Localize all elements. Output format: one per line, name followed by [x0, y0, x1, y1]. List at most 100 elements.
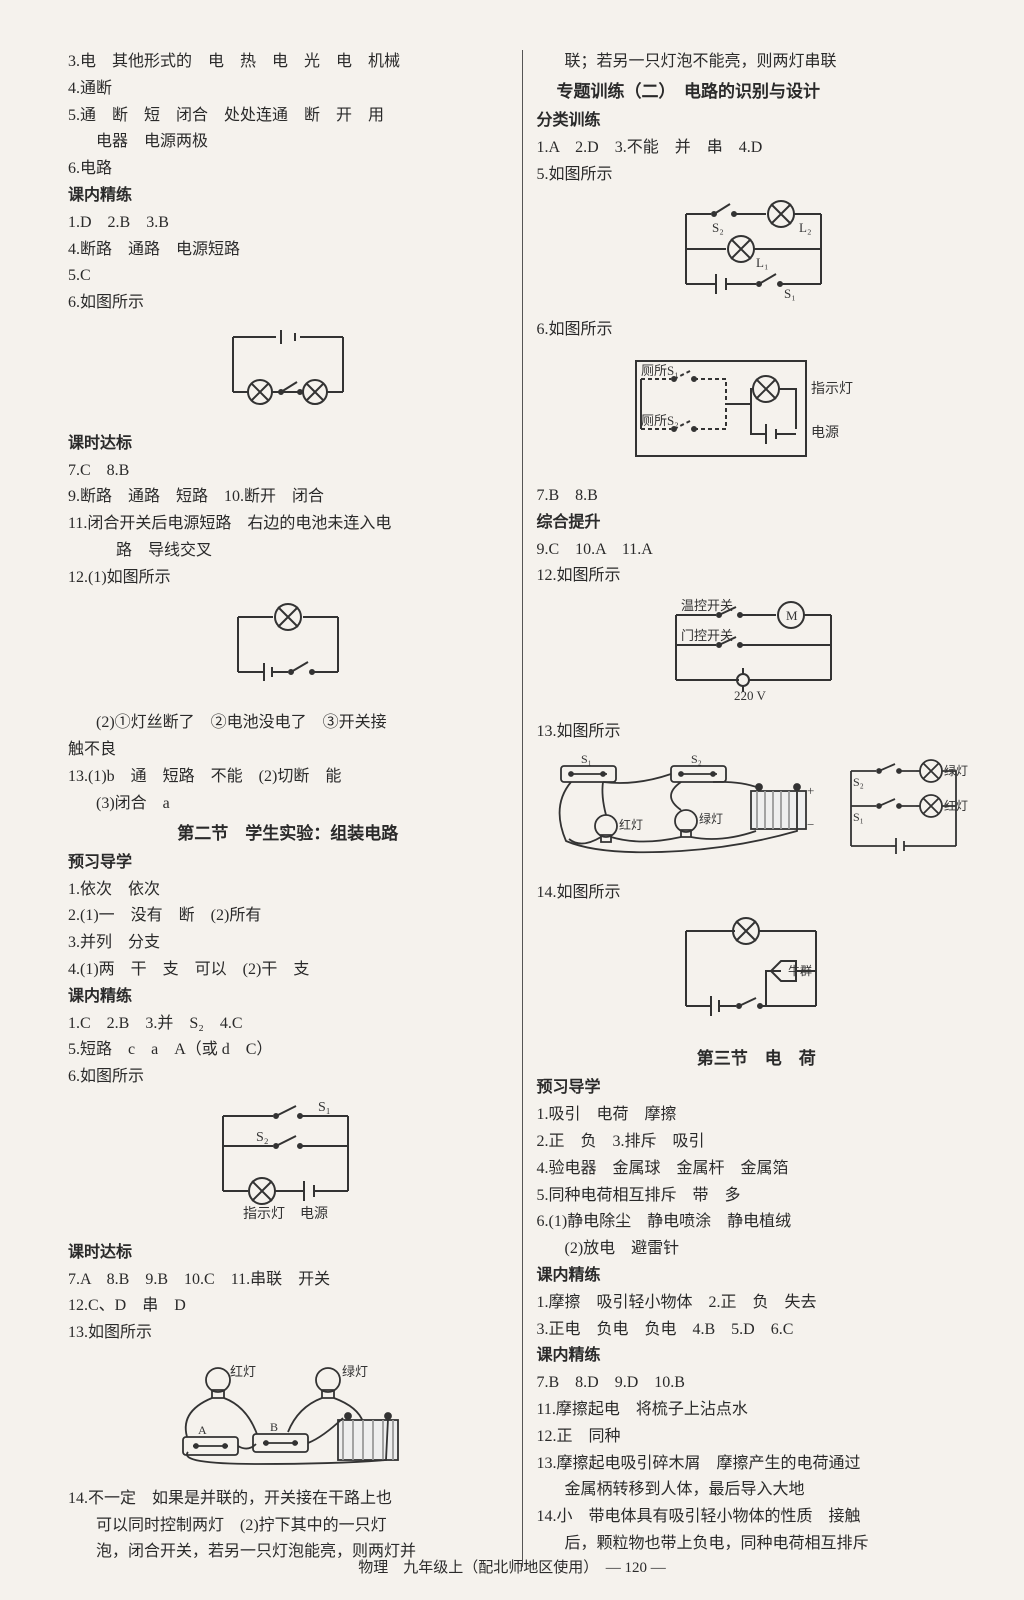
page-content: 3.电 其他形式的 电 热 电 光 电 机械 4.通断 5.通 断 短 闭合 处… — [60, 50, 984, 1567]
text-line: 1.C 2.B 3.并 S₂ 4.C — [68, 1012, 508, 1037]
text-line: 6.如图所示 — [68, 1065, 508, 1090]
text-line: 1.A 2.D 3.不能 并 串 4.D — [537, 136, 977, 161]
text-line: 5.短路 c a A（或 d C） — [68, 1038, 508, 1063]
page-footer: 物理 九年级上（配北师地区使用） — 120 — — [0, 1557, 1024, 1580]
svg-text:指示灯: 指示灯 — [243, 1206, 285, 1222]
heading: 课内精练 — [537, 1264, 977, 1289]
svg-text:厕所S₂: 厕所S₂ — [641, 413, 679, 428]
text-line: 7.A 8.B 9.B 10.C 11.串联 开关 — [68, 1268, 508, 1293]
text-line: 后，颗粒物也带上负电，同种电荷相互排斥 — [537, 1532, 977, 1557]
text-line: 6.电路 — [68, 157, 508, 182]
text-line: 5.通 断 短 闭合 处处连通 断 开 用 — [68, 104, 508, 129]
svg-text:牛群: 牛群 — [788, 963, 812, 978]
text-line: 9.断路 通路 短路 10.断开 闭合 — [68, 485, 508, 510]
svg-text:红灯: 红灯 — [230, 1364, 256, 1379]
circuit-figure-3: S₁ S₂ 指示灯 电源 — [68, 1096, 508, 1235]
section-heading: 第三节 电 荷 — [537, 1046, 977, 1072]
svg-text:电源: 电源 — [811, 425, 839, 441]
svg-text:S₂: S₂ — [691, 752, 702, 766]
svg-text:B: B — [270, 1420, 278, 1434]
text-line: (2)放电 避雷针 — [537, 1237, 977, 1262]
text-line: 6.(1)静电除尘 静电喷涂 静电植绒 — [537, 1210, 977, 1235]
text-line: 12.(1)如图所示 — [68, 566, 508, 591]
circuit-figure-4: 红灯 绿灯 A B — [68, 1352, 508, 1481]
svg-text:S₂: S₂ — [853, 775, 864, 789]
svg-text:L₁: L₁ — [756, 255, 768, 270]
text-line: 14.小 带电体具有吸引轻小物体的性质 接触 — [537, 1505, 977, 1530]
text-line: 4.(1)两 干 支 可以 (2)干 支 — [68, 958, 508, 983]
svg-text:绿灯: 绿灯 — [699, 811, 723, 826]
svg-text:红灯: 红灯 — [619, 817, 643, 832]
svg-text:−: − — [807, 817, 814, 832]
text-line: 13.如图所示 — [537, 720, 977, 745]
svg-text:S₂: S₂ — [712, 220, 724, 235]
text-line: 金属柄转移到人体，最后导入大地 — [537, 1478, 977, 1503]
heading: 课时达标 — [68, 432, 508, 457]
left-column: 3.电 其他形式的 电 热 电 光 电 机械 4.通断 5.通 断 短 闭合 处… — [60, 50, 520, 1567]
text-line: 3.并列 分支 — [68, 931, 508, 956]
text-line: 4.断路 通路 电源短路 — [68, 238, 508, 263]
text-line: 14.不一定 如果是并联的，开关接在干路上也 — [68, 1487, 508, 1512]
text-line: 触不良 — [68, 738, 508, 763]
text-line: 12.正 同种 — [537, 1425, 977, 1450]
text-line: 1.摩擦 吸引轻小物体 2.正 负 失去 — [537, 1291, 977, 1316]
text-line: 5.如图所示 — [537, 163, 977, 188]
heading: 分类训练 — [537, 109, 977, 134]
svg-text:厕所S₁: 厕所S₁ — [641, 363, 679, 378]
svg-text:门控开关: 门控开关 — [681, 628, 733, 643]
svg-text:+: + — [807, 783, 814, 798]
svg-text:S₁: S₁ — [784, 286, 796, 301]
text-line: 6.如图所示 — [537, 318, 977, 343]
heading: 课内精练 — [68, 985, 508, 1010]
text-line: 11.摩擦起电 将梳子上沾点水 — [537, 1398, 977, 1423]
heading: 预习导学 — [537, 1076, 977, 1101]
text-line: 2.正 负 3.排斥 吸引 — [537, 1130, 977, 1155]
svg-text:S₁: S₁ — [581, 752, 592, 766]
section-heading: 第二节 学生实验：组装电路 — [68, 821, 508, 847]
text-line: 2.(1)一 没有 断 (2)所有 — [68, 904, 508, 929]
column-divider — [522, 50, 523, 1567]
text-line: 7.B 8.B — [537, 484, 977, 509]
text-line: (2)①灯丝断了 ②电池没电了 ③开关接 — [68, 711, 508, 736]
circuit-figure-9: 牛群 — [537, 911, 977, 1040]
circuit-figure-2 — [68, 597, 508, 706]
heading: 预习导学 — [68, 851, 508, 876]
text-line: 可以同时控制两灯 (2)拧下其中的一只灯 — [68, 1514, 508, 1539]
text-line: 电器 电源两极 — [68, 130, 508, 155]
text-line: 5.同种电荷相互排斥 带 多 — [537, 1184, 977, 1209]
svg-text:温控开关: 温控开关 — [681, 598, 733, 613]
svg-text:S₂: S₂ — [256, 1130, 269, 1145]
text-line: 1.D 2.B 3.B — [68, 211, 508, 236]
circuit-figure-5: S₂ L₂ L₁ S₁ — [537, 194, 977, 313]
text-line: 11.闭合开关后电源短路 右边的电池未连入电 — [68, 512, 508, 537]
svg-text:S₁: S₁ — [853, 810, 864, 824]
text-line: 5.C — [68, 264, 508, 289]
circuit-figure-8: S₁ S₂ 红灯 绿灯 + − — [537, 751, 977, 875]
text-line: 4.通断 — [68, 77, 508, 102]
circuit-figure-6: 厕所S₁ 厕所S₂ 指示灯 — [537, 349, 977, 478]
text-line: 13.如图所示 — [68, 1321, 508, 1346]
text-line: 13.摩擦起电吸引碎木屑 摩擦产生的电荷通过 — [537, 1452, 977, 1477]
svg-text:L₂: L₂ — [799, 220, 811, 235]
text-line: 12.C、D 串 D — [68, 1294, 508, 1319]
heading: 综合提升 — [537, 511, 977, 536]
text-line: 7.B 8.D 9.D 10.B — [537, 1371, 977, 1396]
text-line: 3.正电 负电 负电 4.B 5.D 6.C — [537, 1318, 977, 1343]
text-line: 7.C 8.B — [68, 459, 508, 484]
text-line: 4.验电器 金属球 金属杆 金属箔 — [537, 1157, 977, 1182]
right-column: 联；若另一只灯泡不能亮，则两灯串联 专题训练（二） 电路的识别与设计 分类训练 … — [525, 50, 985, 1567]
section-heading: 专题训练（二） 电路的识别与设计 — [537, 79, 977, 105]
text-line: 3.电 其他形式的 电 热 电 光 电 机械 — [68, 50, 508, 75]
text-line: (3)闭合 a — [68, 792, 508, 817]
svg-text:M: M — [786, 608, 798, 623]
circuit-figure-7: 温控开关 M 门控开关 220 V — [537, 595, 977, 714]
text-line: 路 导线交叉 — [68, 539, 508, 564]
circuit-figure-1 — [68, 322, 508, 426]
svg-text:指示灯: 指示灯 — [811, 381, 853, 397]
text-line: 9.C 10.A 11.A — [537, 538, 977, 563]
text-line: 12.如图所示 — [537, 564, 977, 589]
svg-text:A: A — [198, 1423, 207, 1437]
text-line: 14.如图所示 — [537, 881, 977, 906]
heading: 课时达标 — [68, 1241, 508, 1266]
text-line: 1.吸引 电荷 摩擦 — [537, 1103, 977, 1128]
